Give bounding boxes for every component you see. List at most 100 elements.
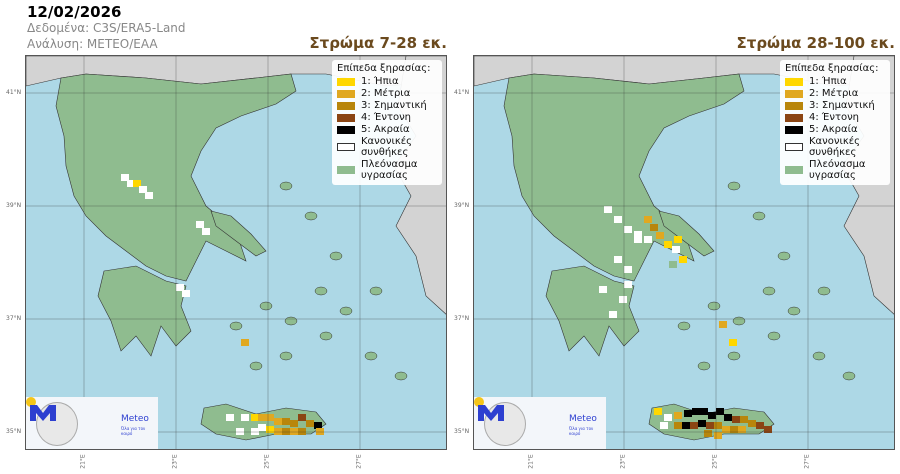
drought-cell [604,206,612,213]
drought-cell [282,428,290,435]
euboea [210,210,267,257]
legend-item: 5: Ακραία [337,124,437,135]
drought-cell [599,286,607,293]
island [259,301,273,311]
observatory-seal-icon [36,402,78,446]
meteo-logo-icon [26,397,56,421]
drought-cell [145,192,153,199]
legend-label: 4: Έντονη [809,112,860,123]
legend-swatch [785,113,803,122]
legend-item: 5: Ακραία [785,124,885,135]
legend-swatch [785,89,803,98]
drought-cell [314,422,322,429]
drought-cell [133,180,141,187]
drought-cell [121,174,129,181]
island [697,361,711,371]
drought-cell [738,426,746,433]
legend-label: 5: Ακραία [809,124,858,135]
drought-cell [684,410,692,417]
lon-label: 25°E [711,454,719,469]
island [677,321,691,331]
lon-label: 23°E [171,454,179,469]
drought-cell [127,180,135,187]
drought-cell [764,426,772,433]
legend-swatch [337,166,355,174]
map-panel-right: Επίπεδα ξηρασίας: 1: Ήπια 2: Μέτρια 3: Σημα… [473,55,895,450]
legend-swatch [785,166,803,174]
drought-cell [236,428,244,435]
logo-slogan: Όλα για τον καιρό [121,426,146,436]
date: 12/02/2026 [27,3,122,21]
legend-item: 4: Έντονη [337,112,437,123]
peloponnese [545,265,640,357]
lat-label: 41°N [454,89,470,96]
drought-cell [298,414,306,421]
legend-label: 5: Ακραία [361,124,410,135]
legend-item: 2: Μέτρια [337,88,437,99]
legend-item: Πλεόνασμα υγρασίας [337,159,437,181]
analysis-credit: Ανάλυση: METEO/EAA [27,37,158,51]
drought-cell [202,228,210,235]
drought-cell [316,428,324,435]
drought-cell [251,414,259,421]
drought-cell [656,232,664,239]
drought-cell [274,418,282,425]
island [812,351,826,361]
drought-cell [719,321,727,328]
legend-swatch [337,101,355,110]
euboea [658,210,715,257]
lat-label: 41°N [6,89,22,96]
legend: Επίπεδα ξηρασίας: 1: Ήπια 2: Μέτρια 3: Σημα… [332,60,442,185]
legend-swatch [785,143,803,151]
island [732,316,746,326]
island [279,181,293,191]
legend-swatch [785,77,803,86]
map [26,56,446,449]
drought-cell [729,339,737,346]
logo-name: Meteo [569,414,597,424]
drought-cell [722,426,730,433]
drought-cell [624,226,632,233]
legend-swatch [337,143,355,151]
lat-label: 37°N [6,315,22,322]
legend-label: 3: Σημαντική [361,100,427,111]
drought-cell [682,422,690,429]
drought-cell [614,216,622,223]
drought-cell [609,311,617,318]
drought-cell [654,408,662,415]
legend-label: 2: Μέτρια [809,88,859,99]
drought-cell [290,428,298,435]
drought-cell [704,430,712,437]
legend-swatch [785,125,803,134]
drought-cell [669,261,677,268]
drought-cell [644,216,652,223]
island [229,321,243,331]
legend-label: Πλεόνασμα υγρασίας [361,159,418,181]
drought-cell [282,418,290,425]
drought-cell [740,416,748,423]
drought-cell [730,426,738,433]
panel-title-left: Στρώμα 7-28 εκ. [309,34,447,52]
drought-cell [298,428,306,435]
legend-item: Πλεόνασμα υγρασίας [785,159,885,181]
legend-label: Κανονικές συνθήκες [361,136,412,158]
drought-cell [700,408,708,415]
island [727,181,741,191]
drought-cell [650,224,658,231]
drought-cell [139,186,147,193]
drought-cell [251,428,259,435]
legend-label: 3: Σημαντική [809,100,875,111]
panel-title-right: Στρώμα 28-100 εκ. [736,34,896,52]
drought-cell [674,412,682,419]
logo-name: Meteo [121,414,149,424]
legend-item: 1: Ήπια [785,76,885,87]
island [762,286,776,296]
legend-label: 4: Έντονη [361,112,412,123]
drought-cell [748,420,756,427]
drought-cell [624,281,632,288]
logo-box: Meteo Όλα για τον καιρό [26,397,158,449]
legend-item: 3: Σημαντική [337,100,437,111]
lon-label: 27°E [803,454,811,469]
logo-box: Meteo Όλα για τον καιρό [474,397,606,449]
island [777,251,791,261]
